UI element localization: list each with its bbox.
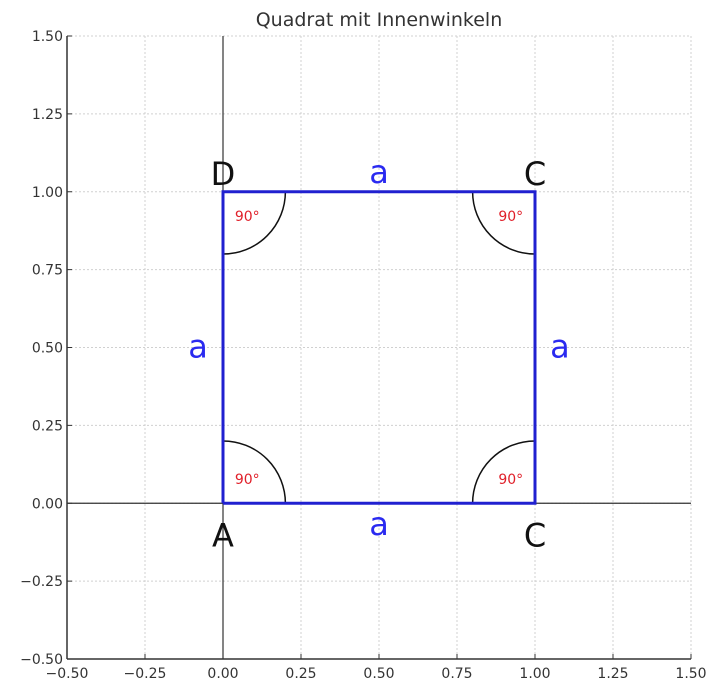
vertex-label: C — [524, 155, 546, 193]
x-tick-label: 0.00 — [207, 666, 238, 682]
y-tick-label: 1.25 — [32, 107, 63, 123]
x-tick-label: 0.75 — [441, 666, 472, 682]
ticks: −0.50 −0.25 0.00 0.25 0.50 0.75 1.00 1.25 1.50 −0… — [20, 29, 706, 682]
angle-label: 90° — [498, 209, 523, 225]
side-label: a — [369, 153, 389, 191]
chart-title: Quadrat mit Innenwinkeln — [256, 9, 503, 31]
x-tick-label: 1.50 — [675, 666, 706, 682]
y-tick-label: 0.25 — [32, 418, 63, 434]
x-tick-label: −0.25 — [124, 666, 167, 682]
x-tick-label: 0.50 — [363, 666, 394, 682]
square-group — [221, 190, 537, 505]
side-label: a — [369, 505, 389, 543]
y-tick-label: 0.50 — [32, 341, 63, 357]
y-tick-label: 0.00 — [32, 496, 63, 512]
x-tick-label: 1.25 — [597, 666, 628, 682]
vertex-label: D — [211, 155, 236, 193]
x-tick-label: −0.50 — [46, 666, 89, 682]
angle-arc — [471, 191, 536, 255]
angle-label: 90° — [498, 472, 523, 488]
y-tick-label: −0.25 — [20, 574, 63, 590]
angle-label: 90° — [235, 209, 260, 225]
x-tick-label: 1.00 — [519, 666, 550, 682]
square-outline — [221, 190, 537, 505]
labels-group: 90° 90° 90° 90° A C C Da a a a — [188, 153, 570, 554]
y-tick-label: −0.50 — [20, 652, 63, 668]
angle-arc — [222, 440, 287, 504]
side-label: a — [188, 328, 208, 366]
y-tick-label: 1.50 — [32, 29, 63, 45]
vertex-label: C — [524, 516, 546, 554]
x-tick-label: 0.25 — [285, 666, 316, 682]
vertex-label: A — [212, 516, 234, 554]
angle-label: 90° — [235, 472, 260, 488]
y-tick-label: 1.00 — [32, 185, 63, 201]
grid — [66, 35, 692, 660]
angle-arc — [222, 191, 287, 255]
y-tick-label: 0.75 — [32, 263, 63, 279]
angle-arc — [471, 440, 536, 504]
side-label: a — [550, 328, 570, 366]
